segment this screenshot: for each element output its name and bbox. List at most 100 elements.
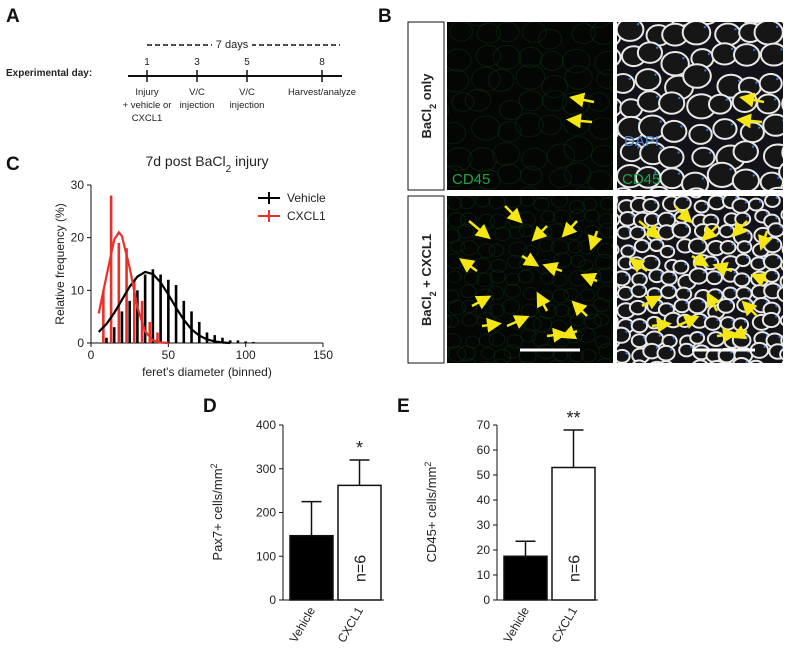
nucleus [714,258,717,262]
fiber [452,196,461,197]
n-label: n=6 [567,555,584,582]
fiber [610,213,613,225]
nucleus [661,365,663,367]
nucleus [737,79,741,82]
nucleus [704,202,707,206]
fiber [788,195,800,213]
fiber [457,223,475,239]
fiber [612,363,629,377]
nucleus [686,198,689,202]
y-tick-label: 200 [256,506,276,520]
nucleus [786,193,788,195]
fiber [457,345,476,362]
fiber [620,244,636,258]
fiber [488,243,505,258]
fiber [748,197,765,212]
fiber [681,22,712,46]
histogram-bar [143,274,147,343]
fiber [520,360,532,363]
nucleus [775,305,778,308]
legend-label: CXCL1 [287,209,326,223]
fiber [732,356,751,363]
fiber [785,198,800,212]
fiber [788,29,800,50]
fiber [687,187,705,190]
fiber [732,140,759,163]
nucleus [615,198,617,200]
fiber [574,186,594,190]
fiber [459,196,475,210]
stain-label: DAPI [624,133,659,150]
fiber [503,344,521,359]
nucleus [778,335,781,339]
fiber [447,289,460,303]
nucleus [670,247,673,251]
fiber [447,165,467,188]
histogram-bar [117,242,121,343]
nucleus [791,185,793,187]
nucleus [615,246,617,248]
nucleus [730,123,734,126]
fiber [533,316,553,333]
arrow [730,325,748,340]
fiber [687,237,708,255]
x-tick-label: 50 [162,348,176,362]
fiber [538,114,562,136]
fiber [504,283,521,299]
fiber [593,313,610,327]
event-label: Injury [135,87,158,98]
fiber [629,225,647,241]
fiber [617,187,632,190]
fiber [497,121,522,143]
arrow [638,220,661,240]
nucleus [685,225,688,228]
nucleus [655,95,659,98]
nucleus [654,171,657,174]
nucleus [655,215,658,218]
fiber [776,286,783,303]
fiber [596,69,613,89]
fiber [474,196,491,208]
bar [551,466,596,601]
fiber [763,236,783,254]
fiber [478,333,495,347]
nucleus [729,167,732,171]
fiber [521,22,547,43]
nucleus [687,316,691,320]
fiber [521,147,548,171]
x-tick-label: Vehicle [287,604,319,645]
arrow [674,205,693,224]
nucleus [659,147,662,150]
fiber [703,315,722,331]
nucleus [731,243,734,246]
nucleus [776,2,778,4]
histogram-bar [190,311,193,343]
nucleus [642,336,646,339]
arrow [758,230,773,251]
row-label: BaCl2 only [419,73,438,139]
nucleus [700,333,703,337]
fiber [658,91,686,115]
fiber [617,22,645,42]
nucleus [792,261,794,263]
fiber [561,48,591,74]
fiber [447,202,450,212]
nucleus [672,273,675,277]
fiber [447,212,466,229]
fiber [617,196,619,205]
fiber [718,223,736,239]
nucleus [793,361,795,363]
nucleus [669,305,673,308]
event-label: V/C [189,87,205,98]
arrow [504,205,523,224]
histogram-bar [244,341,247,343]
arrow [571,300,588,317]
arrow [701,225,718,242]
nucleus [714,216,717,220]
fiber [493,348,512,363]
fiber [758,73,783,94]
fiber [788,48,800,67]
fiber [519,196,535,207]
arrow [531,225,548,242]
nucleus [776,256,780,260]
